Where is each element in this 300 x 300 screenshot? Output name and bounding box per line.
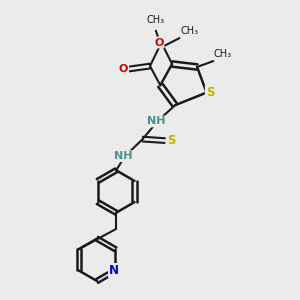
Text: S: S: [206, 86, 214, 99]
Text: N: N: [109, 264, 119, 277]
Text: CH₃: CH₃: [214, 49, 232, 59]
Text: S: S: [167, 134, 176, 147]
Text: O: O: [154, 38, 164, 47]
Text: CH₃: CH₃: [181, 26, 199, 36]
Text: NH: NH: [147, 116, 165, 126]
Text: NH: NH: [114, 151, 133, 161]
Text: O: O: [119, 64, 128, 74]
Text: CH₃: CH₃: [147, 15, 165, 26]
